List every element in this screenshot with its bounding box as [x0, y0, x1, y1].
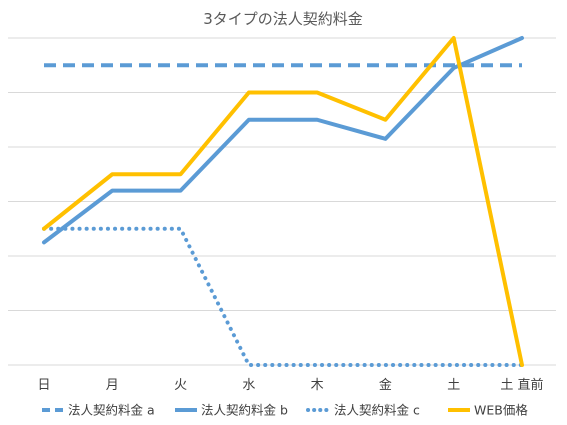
- x-tick-label: 月: [106, 378, 119, 393]
- legend-label: 法人契約料金 a: [68, 403, 155, 418]
- x-tick-label: 土: [447, 378, 460, 393]
- x-tick-label: 日: [37, 378, 50, 393]
- x-tick-label: 水: [242, 378, 255, 393]
- x-axis-labels: 日 月 火 水 木 金 土 土 直前: [37, 377, 543, 393]
- legend-label: 法人契約料金 c: [334, 403, 420, 418]
- x-tick-label: 木: [311, 378, 324, 393]
- x-tick-label: 土 直前: [500, 377, 543, 393]
- x-tick-label: 火: [174, 378, 187, 393]
- series-line-2: [42, 36, 524, 245]
- series-line-4: [42, 36, 524, 367]
- x-tick-label: 金: [379, 377, 392, 393]
- legend-label: 法人契約料金 b: [201, 403, 288, 418]
- chart-title: 3タイプの法人契約料金: [203, 10, 363, 28]
- legend: 法人契約料金 a 法人契約料金 b 法人契約料金 c WEB価格: [42, 403, 528, 418]
- grid-lines: [8, 37, 556, 366]
- series-line-3: [42, 226, 524, 367]
- series-lines: [42, 36, 524, 367]
- legend-label: WEB価格: [474, 403, 528, 418]
